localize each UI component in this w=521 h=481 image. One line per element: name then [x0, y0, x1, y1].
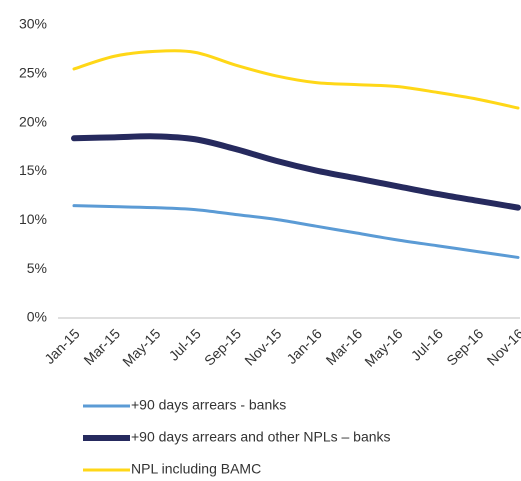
y-tick-label: 10%: [19, 211, 47, 227]
x-tick-label: Nov-15: [241, 325, 284, 368]
x-tick-label: Nov-16: [484, 325, 521, 368]
x-tick-label: Mar-16: [323, 325, 366, 368]
y-tick-label: 15%: [19, 162, 47, 178]
series-line: [72, 49, 520, 110]
x-tick-label: Jul-15: [166, 325, 204, 363]
legend-label: +90 days arrears - banks: [131, 397, 286, 413]
x-tick-label: Mar-15: [80, 325, 123, 368]
series-line: [72, 204, 520, 259]
y-tick-label: 5%: [27, 260, 47, 276]
x-tick-label: Jul-16: [408, 325, 446, 363]
y-tick-label: 30%: [19, 16, 47, 32]
x-tick-label: Sep-16: [443, 325, 486, 368]
y-tick-label: 20%: [19, 113, 47, 129]
series-line: [71, 133, 521, 211]
legend-label: NPL including BAMC: [131, 461, 261, 477]
y-tick-label: 25%: [19, 65, 47, 81]
legend-label: +90 days arrears and other NPLs – banks: [131, 429, 391, 445]
x-tick-label: Jan-16: [283, 325, 325, 367]
y-tick-label: 0%: [27, 309, 47, 325]
x-tick-label: Sep-15: [201, 325, 244, 368]
x-tick-label: May-15: [119, 325, 163, 369]
x-tick-label: May-16: [361, 325, 405, 369]
x-tick-label: Jan-15: [41, 325, 83, 367]
